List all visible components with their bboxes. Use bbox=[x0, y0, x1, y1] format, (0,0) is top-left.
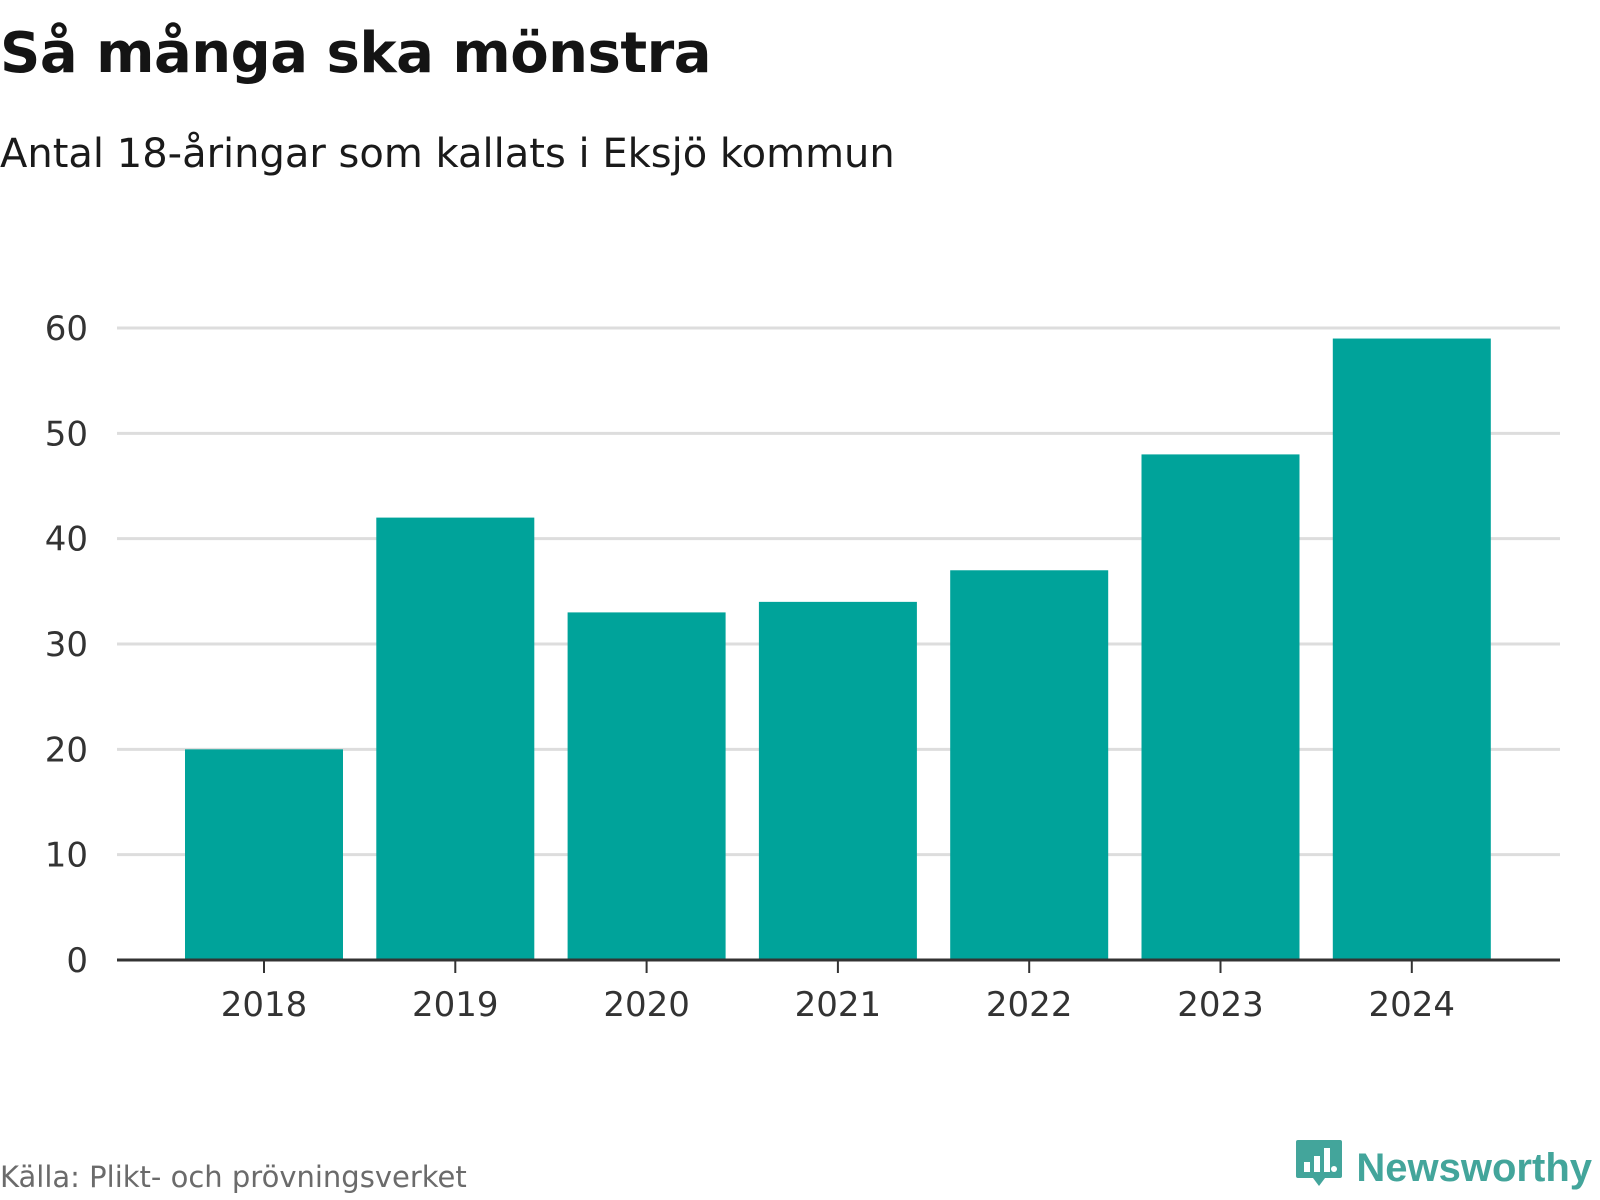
y-tick-label: 50 bbox=[45, 414, 88, 454]
x-tick-label: 2021 bbox=[795, 985, 882, 1025]
y-tick-label: 30 bbox=[45, 625, 88, 665]
y-tick-label: 40 bbox=[45, 520, 88, 560]
y-tick-label: 0 bbox=[66, 941, 88, 981]
brand-logo: Newsworthy bbox=[1294, 1138, 1592, 1198]
y-tick-label: 60 bbox=[45, 309, 88, 349]
bar-2020 bbox=[567, 612, 726, 960]
chart-subtitle: Antal 18-åringar som kallats i Eksjö kom… bbox=[0, 131, 895, 177]
x-tick-label: 2019 bbox=[412, 985, 499, 1025]
bar-2019 bbox=[376, 517, 535, 960]
x-tick-label: 2018 bbox=[221, 985, 308, 1025]
source-note: Källa: Plikt- och prövningsverket bbox=[0, 1160, 467, 1194]
y-tick-label: 20 bbox=[45, 730, 88, 770]
x-tick-label: 2023 bbox=[1177, 985, 1264, 1025]
x-tick-label: 2024 bbox=[1369, 985, 1456, 1025]
bar-2022 bbox=[950, 570, 1109, 960]
bar-2023 bbox=[1141, 454, 1300, 960]
newsworthy-logo-icon bbox=[1296, 1140, 1343, 1186]
bar-2021 bbox=[758, 601, 917, 960]
chart-title: Så många ska mönstra bbox=[0, 21, 712, 86]
x-tick-label: 2022 bbox=[986, 985, 1073, 1025]
brand-name: Newsworthy bbox=[1356, 1146, 1592, 1190]
x-axis bbox=[117, 958, 1560, 973]
bars bbox=[185, 338, 1491, 960]
y-axis-tick-labels: 0 10 20 30 40 50 60 bbox=[45, 309, 88, 981]
bar-2018 bbox=[185, 749, 343, 960]
y-tick-label: 10 bbox=[45, 836, 88, 876]
bar-2024 bbox=[1332, 338, 1491, 960]
x-tick-label: 2020 bbox=[603, 985, 690, 1025]
x-axis-tick-labels: 2018 2019 2020 2021 2022 2023 2024 bbox=[221, 985, 1455, 1025]
